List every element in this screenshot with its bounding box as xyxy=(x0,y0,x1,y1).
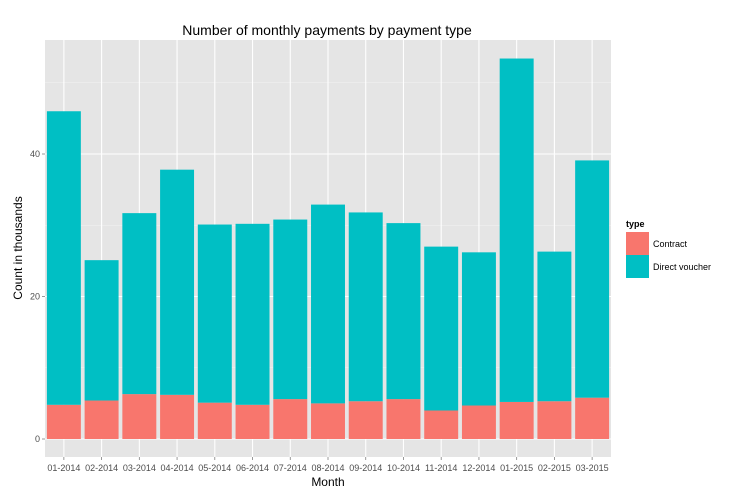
legend-label: Contract xyxy=(653,239,688,249)
bar-contract-03-2015 xyxy=(575,397,610,439)
bar-contract-09-2014 xyxy=(348,401,383,439)
bars xyxy=(46,58,610,439)
x-tick-label: 02-2015 xyxy=(538,463,571,473)
bar-contract-08-2014 xyxy=(311,403,345,439)
x-axis: 01-2014 02-2014 03-2014 04-2014 05-2014 06-20… xyxy=(47,457,609,473)
bar-contract-01-2014 xyxy=(46,404,81,439)
x-tick-label: 07-2014 xyxy=(274,463,307,473)
bar-contract-06-2014 xyxy=(235,404,270,439)
y-axis-title: Count in thousands xyxy=(11,196,25,299)
x-axis-title: Month xyxy=(311,475,344,489)
bar-direct-voucher-02-2015 xyxy=(537,251,572,402)
bar-contract-03-2014 xyxy=(122,394,157,439)
x-tick-label: 03-2014 xyxy=(123,463,156,473)
bar-direct-voucher-04-2014 xyxy=(160,169,195,395)
legend-title: type xyxy=(626,219,645,229)
bar-contract-05-2014 xyxy=(197,402,232,439)
bar-contract-04-2014 xyxy=(160,394,195,439)
y-tick-label: 20 xyxy=(30,292,40,302)
bar-direct-voucher-03-2015 xyxy=(575,160,610,398)
bar-direct-voucher-05-2014 xyxy=(197,224,232,403)
x-tick-label: 10-2014 xyxy=(387,463,420,473)
bar-direct-voucher-06-2014 xyxy=(235,223,270,405)
bar-contract-02-2015 xyxy=(537,401,572,439)
bar-contract-02-2014 xyxy=(84,400,119,439)
x-tick-label: 03-2015 xyxy=(576,463,609,473)
x-tick-label: 05-2014 xyxy=(198,463,231,473)
y-axis: 0 20 40 xyxy=(30,149,45,444)
bar-direct-voucher-01-2015 xyxy=(499,58,534,402)
bar-direct-voucher-01-2014 xyxy=(46,111,81,405)
x-tick-label: 04-2014 xyxy=(161,463,194,473)
x-tick-label: 02-2014 xyxy=(85,463,118,473)
legend-label: Direct voucher xyxy=(653,262,711,272)
x-tick-label: 11-2014 xyxy=(425,463,457,473)
x-tick-label: 08-2014 xyxy=(311,463,344,473)
legend-key xyxy=(626,232,649,255)
bar-direct-voucher-11-2014 xyxy=(424,246,459,411)
bar-contract-10-2014 xyxy=(386,399,421,439)
bar-direct-voucher-03-2014 xyxy=(122,213,157,395)
bar-direct-voucher-10-2014 xyxy=(386,223,421,400)
legend-key xyxy=(626,255,649,278)
legend: type Contract Direct voucher xyxy=(626,219,711,278)
x-tick-label: 01-2014 xyxy=(47,463,80,473)
x-tick-label: 01-2015 xyxy=(500,463,533,473)
bar-direct-voucher-12-2014 xyxy=(461,252,496,406)
chart-title: Number of monthly payments by payment ty… xyxy=(182,22,472,38)
bar-contract-07-2014 xyxy=(273,399,308,439)
bar-direct-voucher-07-2014 xyxy=(273,219,308,400)
bar-contract-12-2014 xyxy=(461,405,496,439)
bar-contract-11-2014 xyxy=(424,410,459,439)
x-tick-label: 09-2014 xyxy=(349,463,382,473)
x-tick-label: 06-2014 xyxy=(236,463,269,473)
x-tick-label: 12-2014 xyxy=(462,463,495,473)
bar-contract-01-2015 xyxy=(499,401,534,439)
y-tick-label: 40 xyxy=(30,149,40,159)
bar-direct-voucher-02-2014 xyxy=(84,260,119,401)
bar-direct-voucher-09-2014 xyxy=(348,212,383,402)
bar-direct-voucher-08-2014 xyxy=(311,204,345,404)
y-tick-label: 0 xyxy=(35,434,40,444)
